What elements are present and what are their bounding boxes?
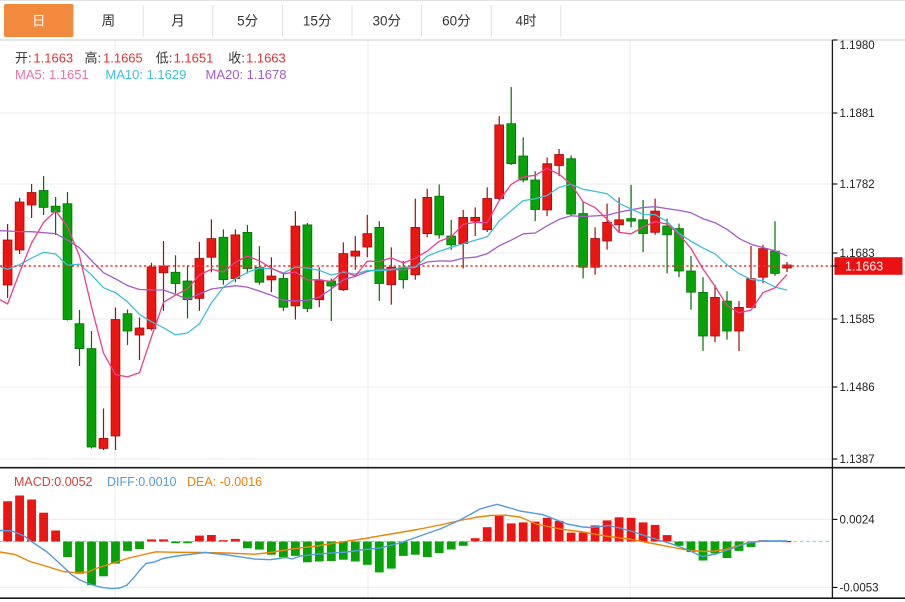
svg-text:日: 日 <box>32 14 46 29</box>
svg-text:1.1665: 1.1665 <box>103 51 143 66</box>
svg-text:5分: 5分 <box>237 14 258 29</box>
svg-text:收:: 收: <box>228 51 245 66</box>
svg-text:1.1486: 1.1486 <box>840 382 875 394</box>
svg-text:DIFF:0.0010: DIFF:0.0010 <box>107 475 177 489</box>
svg-text:1.1782: 1.1782 <box>840 179 875 191</box>
svg-text:1.1663: 1.1663 <box>845 260 883 274</box>
svg-text:MA20: 1.1678: MA20: 1.1678 <box>206 67 287 82</box>
svg-text:MA5: 1.1651: MA5: 1.1651 <box>15 67 89 82</box>
svg-text:月: 月 <box>171 14 185 29</box>
svg-text:15分: 15分 <box>303 14 332 29</box>
svg-text:开:: 开: <box>15 51 32 66</box>
svg-text:4时: 4时 <box>515 14 536 29</box>
svg-text:1.1980: 1.1980 <box>840 40 875 52</box>
svg-text:低:: 低: <box>156 51 173 66</box>
svg-text:1.1663: 1.1663 <box>33 51 73 66</box>
svg-text:1.1585: 1.1585 <box>840 314 875 326</box>
svg-text:DEA: -0.0016: DEA: -0.0016 <box>187 475 262 489</box>
svg-text:MACD:0.0052: MACD:0.0052 <box>14 475 93 489</box>
svg-text:-0.0053: -0.0053 <box>840 582 879 594</box>
svg-text:MA10: 1.1629: MA10: 1.1629 <box>105 67 186 82</box>
svg-text:高:: 高: <box>85 51 102 66</box>
svg-text:1.1881: 1.1881 <box>840 108 875 120</box>
svg-text:0.0024: 0.0024 <box>840 514 876 526</box>
svg-text:1.1663: 1.1663 <box>246 51 286 66</box>
svg-text:30分: 30分 <box>373 14 402 29</box>
svg-text:1.1651: 1.1651 <box>174 51 214 66</box>
svg-text:1.1387: 1.1387 <box>840 454 875 466</box>
svg-text:1.1683: 1.1683 <box>840 248 875 260</box>
svg-text:周: 周 <box>102 14 116 29</box>
svg-text:60分: 60分 <box>442 14 471 29</box>
